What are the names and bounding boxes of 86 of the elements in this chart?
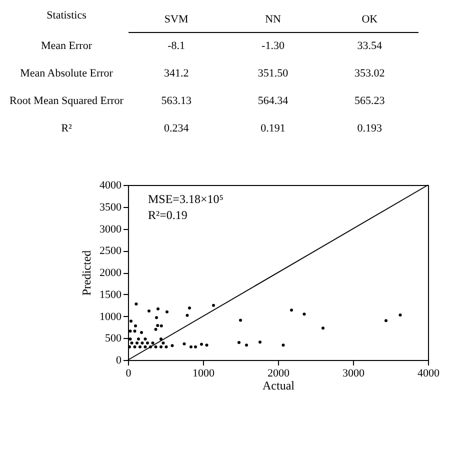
data-label: 0.234 [164, 122, 190, 134]
y-tick-label: Root Mean Squared Error [10, 94, 124, 107]
y-tick-label: Mean Absolute Error [20, 67, 114, 80]
point [398, 313, 402, 316]
point [128, 330, 132, 333]
point [186, 314, 189, 317]
point [190, 345, 192, 348]
point [137, 338, 140, 340]
point [282, 344, 285, 347]
x-tick-label: 4000 [418, 368, 440, 380]
point [156, 307, 160, 310]
point [162, 341, 165, 344]
point [155, 316, 158, 320]
data-label: -1.30 [262, 40, 285, 52]
data-label: 351.50 [258, 67, 289, 80]
point [144, 338, 147, 340]
data-label: 564.34 [258, 94, 289, 107]
point [188, 306, 191, 310]
y-tick-label: 4000 [100, 180, 122, 192]
y-tick-label: R² [61, 122, 73, 134]
point [133, 330, 136, 333]
y-tick-label: 1500 [100, 288, 122, 301]
point [200, 342, 203, 346]
x-tick-label: 2000 [268, 368, 290, 380]
point [151, 341, 154, 344]
point [146, 341, 149, 344]
point [140, 330, 143, 334]
data-label: 353.02 [354, 67, 385, 80]
point [134, 302, 138, 306]
point [384, 319, 388, 322]
point [205, 344, 208, 347]
x-tick-label: NN [265, 14, 281, 26]
point [154, 328, 158, 331]
point [182, 342, 186, 346]
y-tick-label: 1000 [100, 310, 122, 323]
data-label: 565.23 [354, 94, 386, 107]
annotation: MSE=3.18×10⁵ [148, 192, 224, 206]
x-tick-label: 1000 [192, 368, 215, 380]
point [164, 345, 168, 348]
point [144, 345, 147, 348]
point [128, 338, 132, 340]
y-tick-label: 500 [105, 332, 122, 345]
x-tick-label: 3000 [342, 368, 365, 380]
x-tick-label: OK [362, 14, 378, 26]
point [136, 341, 138, 344]
data-label: 0.193 [357, 122, 383, 134]
point [134, 324, 137, 328]
point [238, 341, 240, 344]
point [212, 304, 215, 307]
y-tick-label: 3000 [100, 223, 122, 236]
point [138, 345, 142, 348]
point [290, 308, 293, 312]
data-label: 0.191 [260, 122, 286, 134]
y-tick-label: 2000 [100, 267, 122, 279]
point [160, 338, 162, 340]
point [245, 344, 248, 347]
point [130, 320, 132, 323]
point [130, 341, 134, 344]
annotation: R²=0.19 [148, 208, 188, 222]
data-label: -8.1 [168, 40, 186, 52]
point [148, 310, 150, 312]
point [160, 345, 162, 348]
point [154, 345, 158, 348]
y-axis-title: Statistics [46, 10, 86, 22]
point [166, 310, 168, 314]
point [194, 345, 197, 348]
x-axis-title: Actual [262, 378, 296, 392]
point [258, 340, 262, 344]
data-label: 341.2 [164, 67, 189, 80]
point [170, 344, 174, 348]
point [322, 326, 324, 330]
x-tick-label: SVM [164, 14, 188, 26]
point [160, 324, 163, 328]
point [302, 312, 306, 316]
y-axis-title: Predicted [80, 250, 94, 296]
point [140, 341, 144, 344]
point [239, 318, 242, 322]
y-tick-label: 3500 [100, 201, 122, 214]
x-tick-label: 0 [126, 368, 132, 380]
point [156, 324, 160, 327]
y-tick-label: Mean Error [40, 40, 92, 52]
data-label: 563.13 [161, 94, 192, 107]
y-tick-label: 0 [116, 354, 122, 366]
point [133, 345, 136, 348]
y-tick-label: 2500 [100, 245, 122, 258]
data-label: 33.54 [357, 40, 383, 52]
